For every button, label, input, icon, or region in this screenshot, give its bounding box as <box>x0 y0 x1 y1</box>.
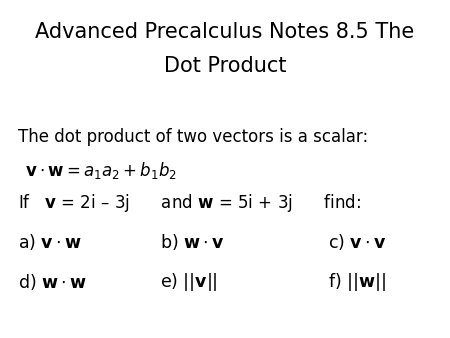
Text: The dot product of two vectors is a scalar:: The dot product of two vectors is a scal… <box>18 128 368 146</box>
Text: Dot Product: Dot Product <box>164 56 286 76</box>
Text: Advanced Precalculus Notes 8.5 The: Advanced Precalculus Notes 8.5 The <box>36 22 414 42</box>
Text: b) $\mathbf{w} \cdot \mathbf{v}$: b) $\mathbf{w} \cdot \mathbf{v}$ <box>160 232 225 252</box>
Text: If   $\mathbf{v}$ = 2i – 3j      and $\mathbf{w}$ = 5i + 3j      find:: If $\mathbf{v}$ = 2i – 3j and $\mathbf{w… <box>18 192 361 214</box>
Text: f) $||\mathbf{w}||$: f) $||\mathbf{w}||$ <box>328 271 386 293</box>
Text: c) $\mathbf{v} \cdot \mathbf{v}$: c) $\mathbf{v} \cdot \mathbf{v}$ <box>328 232 387 252</box>
Text: d) $\mathbf{w} \cdot \mathbf{w}$: d) $\mathbf{w} \cdot \mathbf{w}$ <box>18 272 87 292</box>
Text: a) $\mathbf{v} \cdot \mathbf{w}$: a) $\mathbf{v} \cdot \mathbf{w}$ <box>18 232 82 252</box>
Text: $\mathbf{v} \cdot \mathbf{w} = a_1a_2 + b_1b_2$: $\mathbf{v} \cdot \mathbf{w} = a_1a_2 + … <box>25 160 177 181</box>
Text: e) $||\mathbf{v}||$: e) $||\mathbf{v}||$ <box>160 271 217 293</box>
